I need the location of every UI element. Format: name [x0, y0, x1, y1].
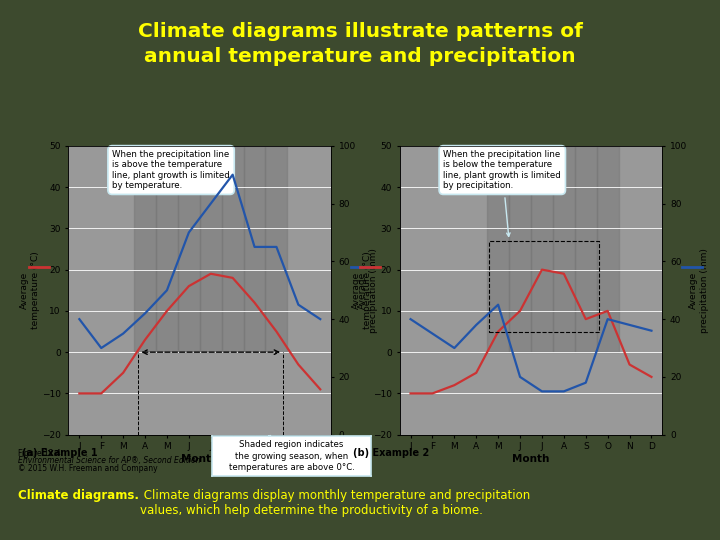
- X-axis label: Month: Month: [181, 454, 218, 464]
- Text: Climate diagrams display monthly temperature and precipitation
values, which hel: Climate diagrams display monthly tempera…: [140, 489, 531, 517]
- Y-axis label: Average
temperature (°C): Average temperature (°C): [20, 252, 40, 329]
- Text: Climate diagrams illustrate patterns of
annual temperature and precipitation: Climate diagrams illustrate patterns of …: [138, 22, 582, 66]
- X-axis label: Month: Month: [513, 454, 549, 464]
- Bar: [509, 146, 531, 352]
- Bar: [178, 146, 199, 352]
- Bar: [199, 146, 222, 352]
- Y-axis label: Average
temperature (°C): Average temperature (°C): [351, 252, 372, 329]
- Text: (b) Example 2: (b) Example 2: [353, 448, 429, 458]
- Bar: [243, 146, 266, 352]
- Bar: [575, 146, 597, 352]
- Bar: [134, 146, 156, 352]
- Bar: [222, 146, 243, 352]
- Text: When the precipitation line
is above the temperature
line, plant growth is limit: When the precipitation line is above the…: [112, 150, 230, 190]
- Bar: [490, 241, 599, 332]
- Bar: [156, 146, 178, 352]
- Bar: [597, 146, 618, 352]
- Bar: [531, 146, 553, 352]
- Bar: [487, 146, 509, 352]
- Text: Environmental Science for AP®, Second Edition: Environmental Science for AP®, Second Ed…: [18, 456, 200, 465]
- Text: Shaded region indicates
the growing season, when
temperatures are above 0°C.: Shaded region indicates the growing seas…: [229, 441, 354, 471]
- Text: When the precipitation line
is below the temperature
line, plant growth is limit: When the precipitation line is below the…: [444, 150, 561, 237]
- Text: Figure 12.4: Figure 12.4: [18, 449, 60, 458]
- Text: Climate diagrams.: Climate diagrams.: [18, 489, 139, 502]
- Y-axis label: Average
precipitation (mm): Average precipitation (mm): [688, 248, 708, 333]
- Bar: [266, 146, 287, 352]
- Bar: [553, 146, 575, 352]
- Y-axis label: Average
precipitation (mm): Average precipitation (mm): [357, 248, 377, 333]
- Text: (a) Example 1: (a) Example 1: [22, 448, 97, 458]
- Text: © 2015 W.H. Freeman and Company: © 2015 W.H. Freeman and Company: [18, 464, 158, 473]
